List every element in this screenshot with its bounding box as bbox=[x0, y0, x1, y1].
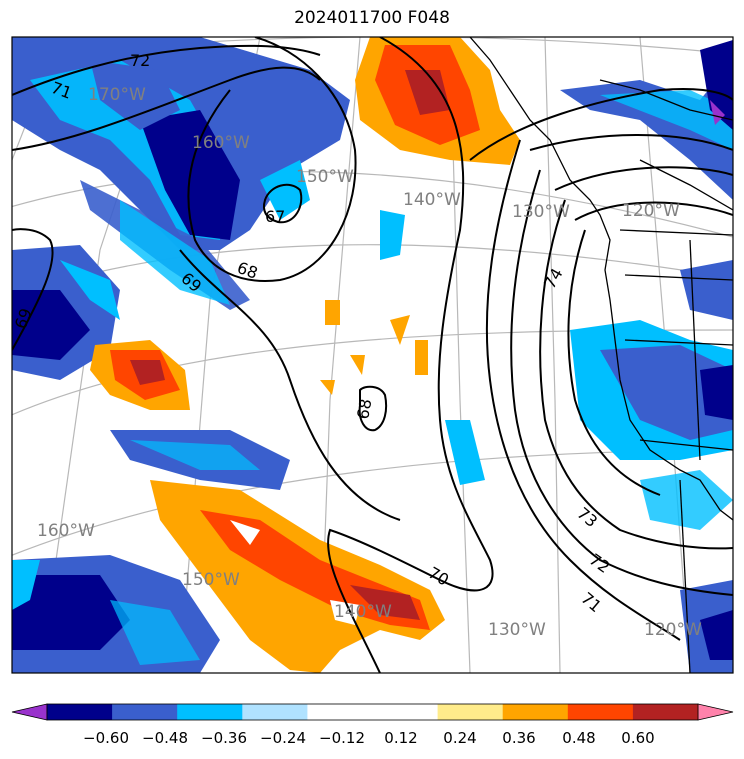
colorbar-cell bbox=[307, 704, 373, 720]
contour-label-68-south: 68 bbox=[353, 397, 375, 420]
colorbar-cell bbox=[112, 704, 178, 720]
chart-title: 2024011700 F048 bbox=[294, 8, 450, 28]
colorbar-min-extend bbox=[11, 703, 48, 721]
colorbar-cell bbox=[437, 704, 504, 720]
lon-label-160w-south: 160°W bbox=[37, 521, 95, 541]
lon-label-170w: 170°W bbox=[88, 85, 146, 105]
colorbar-tick-label: −0.36 bbox=[201, 729, 247, 747]
colorbar-max-extend bbox=[697, 703, 734, 721]
lon-label-150w-north: 150°W bbox=[296, 167, 354, 187]
lon-label-150w-south: 150°W bbox=[182, 570, 240, 590]
lon-label-130w-south: 130°W bbox=[488, 620, 546, 640]
colorbar-tick-label: −0.60 bbox=[83, 729, 129, 747]
positive-shading bbox=[90, 37, 520, 673]
lon-label-120w-north: 120°W bbox=[622, 201, 680, 221]
lon-label-140w-south: 140°W bbox=[334, 602, 392, 622]
lon-label-140w-north: 140°W bbox=[403, 190, 461, 210]
colorbar-tick-label: −0.24 bbox=[260, 729, 306, 747]
colorbar-cell bbox=[47, 704, 113, 720]
height-contours bbox=[12, 37, 733, 673]
colorbar-cell bbox=[632, 704, 699, 720]
colorbar-cell bbox=[177, 704, 243, 720]
lon-label-130w-north: 130°W bbox=[512, 202, 570, 222]
colorbar-tick-label: 0.60 bbox=[621, 729, 655, 747]
contour-label-72-nw: 72 bbox=[130, 51, 150, 70]
colorbar-cell bbox=[502, 704, 569, 720]
map-frame bbox=[11, 36, 734, 674]
colorbar-tick-label: 0.12 bbox=[384, 729, 418, 747]
lon-label-120w-south: 120°W bbox=[644, 620, 702, 640]
colorbar-cell bbox=[567, 704, 634, 720]
colorbar-tick-label: 0.36 bbox=[502, 729, 536, 747]
colorbar-cell bbox=[372, 704, 439, 720]
lon-label-160w-north: 160°W bbox=[192, 133, 250, 153]
colorbar-cell bbox=[242, 704, 308, 720]
colorbar bbox=[11, 703, 734, 721]
contour-label-67: 67 bbox=[265, 207, 285, 226]
colorbar-tick-label: −0.12 bbox=[319, 729, 365, 747]
graticule bbox=[12, 37, 733, 673]
colorbar-tick-label: 0.24 bbox=[443, 729, 477, 747]
colorbar-tick-label: −0.48 bbox=[142, 729, 188, 747]
colorbar-tick-label: 0.48 bbox=[562, 729, 596, 747]
